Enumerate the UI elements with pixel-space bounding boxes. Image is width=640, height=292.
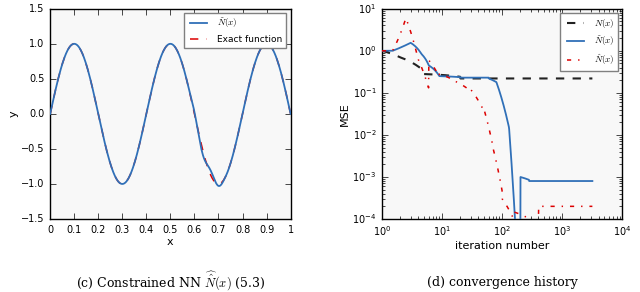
$\tilde{N}(x)$	[538, 179, 546, 183]
$\tilde{N}(x)$	[391, 48, 399, 52]
$\tilde{N}(x)$	[190, 107, 198, 110]
$N(x)$	[456, 77, 464, 80]
$\hat{N}(x)$	[534, 224, 542, 227]
Exact function	[244, 87, 252, 90]
$\tilde{N}(x)$	[287, 112, 294, 116]
Exact function	[70, 42, 78, 46]
Legend: $N(x)$, $\tilde{N}(x)$, $\hat{N}(x)$: $N(x)$, $\tilde{N}(x)$, $\hat{N}(x)$	[561, 13, 618, 71]
$\hat{N}(x)$	[402, 16, 410, 20]
$N(x)$	[500, 77, 508, 80]
$\hat{N}(x)$	[391, 44, 399, 48]
$\hat{N}(x)$	[538, 205, 546, 208]
$\tilde{N}(x)$	[177, 58, 184, 61]
$\tilde{N}(x)$	[378, 49, 386, 53]
Y-axis label: MSE: MSE	[339, 102, 349, 126]
$\tilde{N}(x)$	[70, 42, 78, 46]
$\tilde{N}(x)$	[216, 184, 223, 188]
$N(x)$	[513, 77, 520, 80]
$\tilde{N}(x)$	[46, 112, 54, 116]
Y-axis label: y: y	[8, 111, 19, 117]
$\hat{N}(x)$	[500, 200, 508, 204]
$\hat{N}(x)$	[506, 210, 514, 213]
Line: $\tilde{N}(x)$: $\tilde{N}(x)$	[382, 43, 593, 292]
X-axis label: iteration number: iteration number	[455, 241, 549, 251]
Exact function	[287, 112, 294, 116]
Exact function	[177, 59, 185, 62]
Line: $\tilde{N}(x)$: $\tilde{N}(x)$	[50, 44, 291, 186]
$\tilde{N}(x)$	[589, 179, 596, 183]
Title: (c) Constrained NN $\widehat{\hat{N}}(x)$ (5.3): (c) Constrained NN $\widehat{\hat{N}}(x)…	[76, 269, 265, 292]
Legend: $\tilde{N}(x)$, Exact function: $\tilde{N}(x)$, Exact function	[184, 13, 286, 48]
$\tilde{N}(x)$	[513, 239, 520, 243]
Exact function	[161, 46, 169, 49]
Exact function	[282, 91, 290, 94]
Line: $\hat{N}(x)$: $\hat{N}(x)$	[382, 18, 593, 225]
X-axis label: x: x	[167, 237, 173, 247]
$\tilde{N}(x)$	[163, 45, 170, 48]
Line: Exact function: Exact function	[50, 44, 291, 184]
$N(x)$	[589, 77, 596, 80]
Exact function	[191, 111, 198, 115]
$\tilde{N}(x)$	[560, 179, 568, 183]
$\tilde{N}(x)$	[407, 41, 415, 45]
Exact function	[118, 182, 126, 186]
$\tilde{N}(x)$	[506, 138, 514, 142]
$N(x)$	[538, 77, 546, 80]
$N(x)$	[378, 49, 386, 53]
Exact function	[163, 44, 171, 48]
$N(x)$	[506, 77, 514, 80]
$\hat{N}(x)$	[589, 205, 596, 208]
Line: $N(x)$: $N(x)$	[382, 51, 593, 79]
$\hat{N}(x)$	[560, 205, 568, 208]
$\tilde{N}(x)$	[282, 91, 290, 94]
$\tilde{N}(x)$	[161, 47, 169, 50]
$\tilde{N}(x)$	[500, 107, 508, 110]
$N(x)$	[391, 53, 399, 57]
Title: (d) convergence history: (d) convergence history	[427, 276, 578, 289]
$\tilde{N}(x)$	[244, 87, 252, 90]
$\hat{N}(x)$	[513, 211, 520, 215]
Exact function	[46, 112, 54, 116]
$\hat{N}(x)$	[378, 49, 386, 53]
$N(x)$	[559, 77, 567, 80]
